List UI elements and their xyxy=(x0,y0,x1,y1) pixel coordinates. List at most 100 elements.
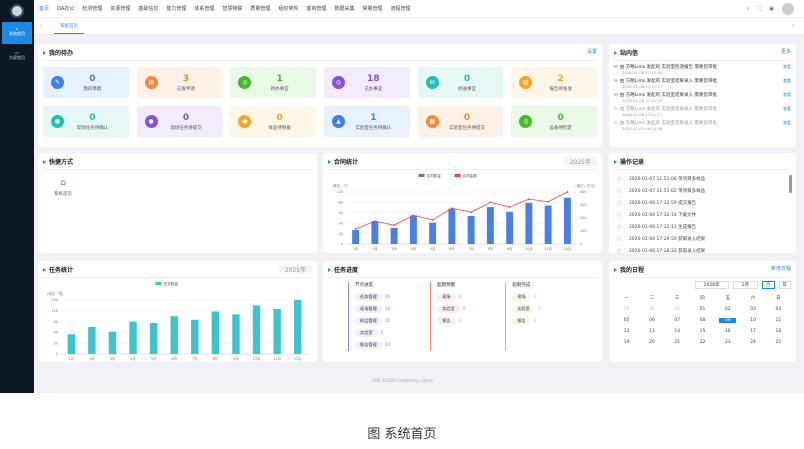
sidebar-item-bigscreen[interactable]: ▭ 大屏首页 xyxy=(2,46,32,68)
settings-link[interactable]: 设置 xyxy=(586,49,597,55)
nav-item[interactable]: 客商管理 xyxy=(306,6,327,12)
todo-card[interactable]: ✎ 0 我的草稿 xyxy=(43,67,129,98)
message-item[interactable]: ✉ 由 方略Lims 发起的 实验室结果录入 需要您审批 2025-12-03 09… xyxy=(614,120,791,131)
nav-item[interactable]: 流程管理 xyxy=(390,6,411,12)
progress-item[interactable]: 任务管理 26 xyxy=(355,291,390,303)
calendar-day[interactable]: 11 xyxy=(775,318,782,323)
todo-card[interactable]: ◎ 0 设备待检定 xyxy=(511,106,597,137)
todo-card[interactable]: ◎ 18 已办事宜 xyxy=(323,67,410,98)
calendar-day[interactable]: 06 xyxy=(649,318,655,323)
calendar-day[interactable]: 12 xyxy=(623,329,630,334)
tab-home[interactable]: 系统首页 xyxy=(54,19,84,34)
year-select[interactable]: 2025年 xyxy=(563,157,597,166)
nav-item[interactable]: 体系管理 xyxy=(194,6,215,12)
progress-item[interactable]: 现场管理 18 xyxy=(355,303,390,315)
calendar-day[interactable]: 19 xyxy=(623,340,630,345)
progress-item[interactable]: 报告 1 xyxy=(437,315,465,327)
todo-card[interactable]: ▤ 3 已发申请 xyxy=(136,67,223,98)
message-icon[interactable]: ▣ xyxy=(769,6,774,12)
chevron-left-icon[interactable]: ‹ xyxy=(40,23,42,29)
todo-text: 2 报告待发放 xyxy=(532,74,589,92)
tab-bar: ‹ 系统首页 › xyxy=(34,18,804,35)
sidebar-item-home[interactable]: ⌂ 系统首页 xyxy=(2,22,32,44)
calendar-day[interactable]: 08 xyxy=(699,318,706,323)
legend-swatch xyxy=(418,174,425,177)
progress-item[interactable]: 样品管理 11 xyxy=(355,315,390,327)
nav-item[interactable]: 资源管理 xyxy=(110,6,131,12)
todo-count: 0 xyxy=(89,112,96,123)
calendar-day[interactable]: 04 xyxy=(775,307,782,312)
view-link[interactable]: 查看 xyxy=(783,120,791,125)
calendar-day[interactable]: 07 xyxy=(674,318,681,323)
view-link[interactable]: 查看 xyxy=(783,92,791,97)
calendar-day[interactable]: 21 xyxy=(674,340,681,345)
calendar-day[interactable]: 14 xyxy=(674,329,681,334)
calendar-day[interactable]: 01 xyxy=(699,307,706,312)
year-mode-button[interactable]: 年 xyxy=(778,281,791,289)
avatar[interactable] xyxy=(782,3,794,15)
progress-item[interactable]: 现场 2 xyxy=(437,291,465,303)
calendar-day[interactable]: 02 xyxy=(724,307,731,312)
progress-item[interactable]: 实验室 0 xyxy=(437,303,465,315)
view-link[interactable]: 查看 xyxy=(783,64,791,69)
calendar-day[interactable]: 24 xyxy=(750,340,756,345)
chevron-right-icon[interactable]: › xyxy=(792,23,794,29)
view-link[interactable]: 查看 xyxy=(783,106,791,111)
todo-icon: ● xyxy=(238,115,252,128)
message-item[interactable]: ✉ 由 方略Lims 发起的 实验室检测报告 需要您审批 2026-01-06 17… xyxy=(614,64,791,75)
calendar-day[interactable]: 31 xyxy=(674,307,681,312)
todo-card[interactable]: ✉ 0 抄送事宜 xyxy=(417,67,504,98)
todo-card[interactable]: ▲ 1 实验室任务待确认 xyxy=(323,106,410,137)
progress-item[interactable]: 现场 3 xyxy=(512,291,540,303)
shortcut-home[interactable]: ⌂ 系统首页 xyxy=(43,178,83,197)
nav-item[interactable]: 基础信息 xyxy=(138,6,159,12)
nav-item[interactable]: 智慧物联 xyxy=(222,6,243,12)
todo-card[interactable]: ● 0 现场任务待提交 xyxy=(136,106,223,137)
message-item[interactable]: ✉ 由 方略Lims 发起的 实验室结果录入 需要您审批 2026-01-06 17… xyxy=(614,78,791,89)
todo-card[interactable]: ● 0 现场任务待确认 xyxy=(43,106,129,137)
nav-item[interactable]: 常量管理 xyxy=(362,6,383,12)
todo-card[interactable]: ◎ 1 待办事宜 xyxy=(230,67,316,98)
calendar-day[interactable]: 23 xyxy=(724,340,731,345)
progress-item[interactable]: 实验室 1 xyxy=(512,303,541,315)
calendar-day[interactable]: 29 xyxy=(623,307,630,312)
calendar-day[interactable]: 13 xyxy=(649,329,655,334)
message-item[interactable]: ✉ 由 方略Lims 发起的 实验室结果录入 需要您审批 2026-01-06 17… xyxy=(614,92,791,103)
progress-item[interactable]: 报告管理 24 xyxy=(355,339,390,351)
search-icon[interactable]: ⌕ xyxy=(746,6,750,12)
fullscreen-icon[interactable]: ⛶ xyxy=(757,6,762,12)
todo-card[interactable]: ● 0 样品待制备 xyxy=(230,106,316,137)
year-select[interactable]: 2025年 xyxy=(278,265,312,274)
view-link[interactable]: 查看 xyxy=(783,78,791,83)
nav-item[interactable]: OA办公 xyxy=(57,6,75,12)
nav-item[interactable]: 检测管理 xyxy=(82,6,103,12)
year-select[interactable]: 2026年 xyxy=(694,281,729,289)
progress-item[interactable]: 报告 3 xyxy=(512,315,540,327)
calendar-day[interactable]: 03 xyxy=(750,307,756,312)
message-item[interactable]: ✉ 由 方略Lims 发起的 实验室结果录入 需要您审批 2026-01-06 17… xyxy=(614,106,791,117)
nav-item[interactable]: 首页 xyxy=(39,6,50,12)
calendar-day[interactable]: 16 xyxy=(724,329,731,334)
month-mode-button[interactable]: 月 xyxy=(762,281,775,289)
nav-item[interactable]: 质量管理 xyxy=(250,6,271,12)
calendar-day[interactable]: 17 xyxy=(750,329,756,334)
month-select[interactable]: 1月 xyxy=(732,281,758,289)
calendar-day[interactable]: 05 xyxy=(623,318,630,323)
calendar-day[interactable]: 30 xyxy=(649,307,655,312)
calendar-day[interactable]: 20 xyxy=(649,340,655,345)
todo-card[interactable]: ▦ 0 实验室任务待提交 xyxy=(417,106,504,137)
calendar-day[interactable]: 10 xyxy=(750,318,756,323)
progress-item[interactable]: 实验室 9 xyxy=(355,327,390,339)
calendar-day[interactable]: 22 xyxy=(699,340,706,345)
calendar-day[interactable]: 15 xyxy=(699,329,706,334)
nav-item[interactable]: 能力管理 xyxy=(166,6,187,12)
add-schedule-link[interactable]: 新增日程 xyxy=(770,266,791,272)
calendar-day[interactable]: 25 xyxy=(775,340,782,345)
nav-item[interactable]: 组织架构 xyxy=(278,6,299,12)
calendar-day[interactable]: 09 xyxy=(719,318,737,323)
scrollbar[interactable] xyxy=(789,175,792,193)
more-link[interactable]: 更多 xyxy=(780,49,791,55)
calendar-day[interactable]: 18 xyxy=(775,329,782,334)
nav-item[interactable]: 数据采集 xyxy=(334,6,355,12)
todo-card[interactable]: ▤ 2 报告待发放 xyxy=(511,67,597,98)
